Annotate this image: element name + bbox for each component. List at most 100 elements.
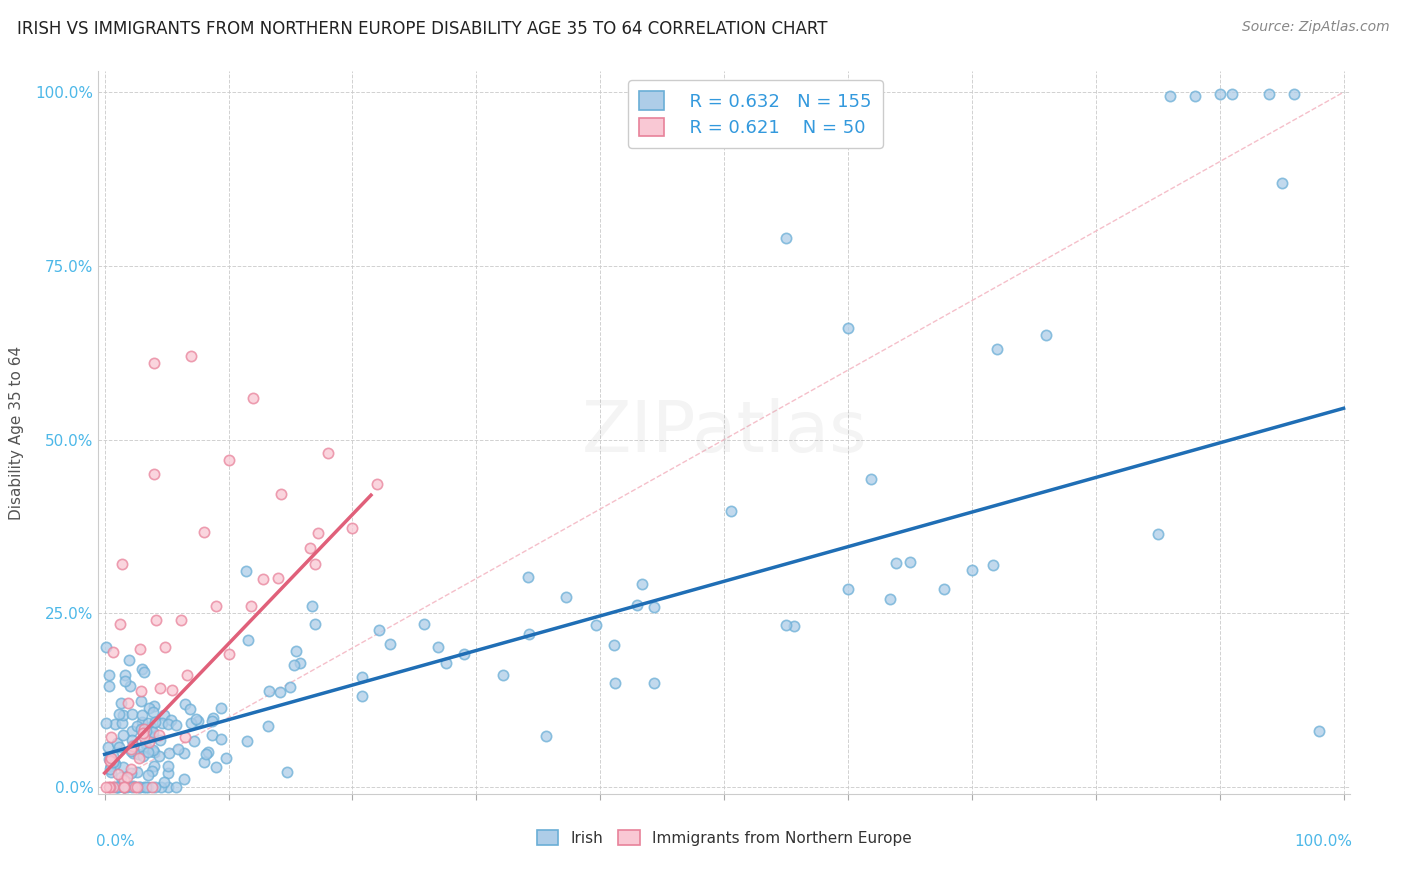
Point <box>129 684 152 698</box>
Text: 0.0%: 0.0% <box>96 834 135 848</box>
Point <box>129 722 152 736</box>
Point <box>165 780 187 794</box>
Text: IRISH VS IMMIGRANTS FROM NORTHERN EUROPE DISABILITY AGE 35 TO 64 CORRELATION CHA: IRISH VS IMMIGRANTS FROM NORTHERN EUROPE… <box>17 20 827 37</box>
Point <box>209 732 232 747</box>
Point <box>104 757 127 772</box>
Point <box>107 735 129 749</box>
Point <box>555 590 578 604</box>
Point <box>630 577 652 591</box>
Point <box>775 617 797 632</box>
Point <box>111 557 134 571</box>
Point <box>860 472 883 486</box>
Point <box>1220 87 1243 101</box>
Point <box>517 627 540 641</box>
Point <box>1146 527 1168 541</box>
Point <box>1184 88 1206 103</box>
Point <box>103 755 125 769</box>
Point <box>283 658 305 673</box>
Point <box>138 735 160 749</box>
Point <box>98 667 121 681</box>
Point <box>129 693 152 707</box>
Point <box>193 525 215 540</box>
Point <box>173 746 195 760</box>
Point <box>141 780 163 794</box>
Point <box>155 640 177 655</box>
Point <box>204 760 226 774</box>
Point <box>270 486 292 500</box>
Point <box>148 728 170 742</box>
Point <box>98 753 121 767</box>
Point <box>111 760 134 774</box>
Point <box>142 699 165 714</box>
Point <box>131 714 153 729</box>
Point <box>626 599 648 613</box>
Point <box>98 780 121 794</box>
Point <box>104 780 127 794</box>
Point <box>201 728 224 742</box>
Point <box>131 741 153 756</box>
Point <box>112 780 135 794</box>
Point <box>112 707 135 722</box>
Point <box>132 730 155 744</box>
Point <box>492 668 515 682</box>
Point <box>986 343 1008 357</box>
Point <box>118 679 141 693</box>
Point <box>269 685 291 699</box>
Point <box>132 726 155 740</box>
Point <box>111 715 134 730</box>
Point <box>94 640 117 654</box>
Point <box>413 617 436 632</box>
Point <box>837 582 859 596</box>
Point <box>176 667 198 681</box>
Point <box>141 764 163 778</box>
Point <box>602 638 624 652</box>
Point <box>143 759 166 773</box>
Point <box>128 750 150 764</box>
Point <box>886 556 908 570</box>
Point <box>107 706 129 721</box>
Point <box>121 739 143 753</box>
Point <box>97 752 120 766</box>
Point <box>145 613 167 627</box>
Point <box>143 356 166 370</box>
Point <box>165 717 187 731</box>
Point <box>183 734 205 748</box>
Point <box>898 555 921 569</box>
Point <box>316 446 339 460</box>
Point <box>100 750 122 764</box>
Point <box>112 728 135 742</box>
Point <box>148 749 170 764</box>
Point <box>135 740 157 755</box>
Point <box>150 780 173 794</box>
Point <box>134 780 156 794</box>
Point <box>100 764 122 779</box>
Point <box>427 640 450 655</box>
Point <box>209 701 232 715</box>
Point <box>605 676 627 690</box>
Point <box>125 780 148 794</box>
Point <box>257 719 280 733</box>
Point <box>105 780 128 794</box>
Point <box>983 558 1005 572</box>
Point <box>157 717 180 731</box>
Point <box>267 571 290 585</box>
Point <box>120 766 142 780</box>
Point <box>166 742 188 756</box>
Point <box>259 683 281 698</box>
Point <box>307 525 329 540</box>
Point <box>252 572 274 586</box>
Point <box>194 747 217 762</box>
Point <box>1035 328 1057 343</box>
Point <box>366 477 388 491</box>
Point <box>1258 87 1281 101</box>
Point <box>127 747 149 762</box>
Point <box>242 391 264 405</box>
Point <box>143 745 166 759</box>
Point <box>121 707 143 722</box>
Point <box>94 716 117 731</box>
Point <box>135 723 157 738</box>
Point <box>304 557 326 571</box>
Point <box>100 731 122 745</box>
Legend: Irish, Immigrants from Northern Europe: Irish, Immigrants from Northern Europe <box>527 821 921 855</box>
Point <box>120 742 142 756</box>
